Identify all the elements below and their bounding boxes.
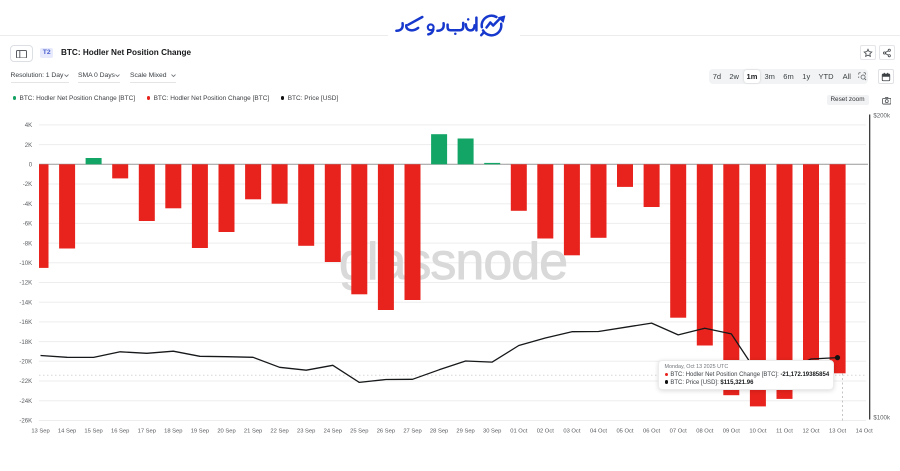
svg-text:10 Oct: 10 Oct: [749, 428, 766, 434]
svg-text:09 Oct: 09 Oct: [723, 428, 740, 434]
svg-text:-26K: -26K: [19, 418, 32, 425]
svg-text:27 Sep: 27 Sep: [403, 428, 421, 434]
svg-text:29 Sep: 29 Sep: [456, 428, 474, 434]
svg-text:-8K: -8K: [23, 240, 32, 247]
svg-text:-6K: -6K: [23, 221, 32, 228]
svg-text:02 Oct: 02 Oct: [537, 428, 554, 434]
svg-text:26 Sep: 26 Sep: [377, 428, 395, 434]
svg-text:-16K: -16K: [19, 319, 32, 326]
svg-text:-14K: -14K: [19, 299, 32, 306]
svg-text:05 Oct: 05 Oct: [616, 428, 633, 434]
svg-text:07 Oct: 07 Oct: [670, 428, 687, 434]
svg-text:-20K: -20K: [19, 359, 32, 366]
svg-text:13 Sep: 13 Sep: [31, 428, 49, 434]
svg-text:01 Oct: 01 Oct: [510, 428, 527, 434]
svg-text:-12K: -12K: [19, 280, 32, 287]
svg-text:12 Oct: 12 Oct: [802, 428, 819, 434]
svg-text:glassnode: glassnode: [339, 233, 567, 291]
svg-text:$200k: $200k: [873, 112, 891, 119]
svg-text:0: 0: [29, 162, 33, 169]
svg-text:28 Sep: 28 Sep: [430, 428, 448, 434]
svg-text:19 Sep: 19 Sep: [191, 428, 209, 434]
svg-text:15 Sep: 15 Sep: [84, 428, 102, 434]
svg-text:14 Oct: 14 Oct: [856, 428, 873, 434]
svg-text:14 Sep: 14 Sep: [58, 428, 76, 434]
svg-text:20 Sep: 20 Sep: [217, 428, 235, 434]
svg-text:06 Oct: 06 Oct: [643, 428, 660, 434]
svg-text:16 Sep: 16 Sep: [111, 428, 129, 434]
svg-text:-18K: -18K: [19, 339, 32, 346]
svg-text:-10K: -10K: [19, 260, 32, 267]
svg-text:-2K: -2K: [23, 181, 32, 188]
svg-text:4K: 4K: [25, 122, 32, 129]
svg-text:24 Sep: 24 Sep: [324, 428, 342, 434]
svg-text:22 Sep: 22 Sep: [270, 428, 288, 434]
svg-text:18 Sep: 18 Sep: [164, 428, 182, 434]
svg-text:$100k: $100k: [873, 415, 891, 422]
svg-text:-4K: -4K: [23, 201, 32, 208]
svg-text:30 Sep: 30 Sep: [483, 428, 501, 434]
svg-text:21 Sep: 21 Sep: [244, 428, 262, 434]
svg-text:23 Sep: 23 Sep: [297, 428, 315, 434]
svg-text:11 Oct: 11 Oct: [776, 428, 793, 434]
svg-text:2K: 2K: [25, 142, 32, 149]
svg-text:-22K: -22K: [19, 378, 32, 385]
svg-text:-24K: -24K: [19, 398, 32, 405]
svg-text:04 Oct: 04 Oct: [590, 428, 607, 434]
svg-text:13 Oct: 13 Oct: [829, 428, 846, 434]
svg-text:25 Sep: 25 Sep: [350, 428, 368, 434]
svg-text:03 Oct: 03 Oct: [563, 428, 580, 434]
svg-text:17 Sep: 17 Sep: [138, 428, 156, 434]
svg-text:08 Oct: 08 Oct: [696, 428, 713, 434]
